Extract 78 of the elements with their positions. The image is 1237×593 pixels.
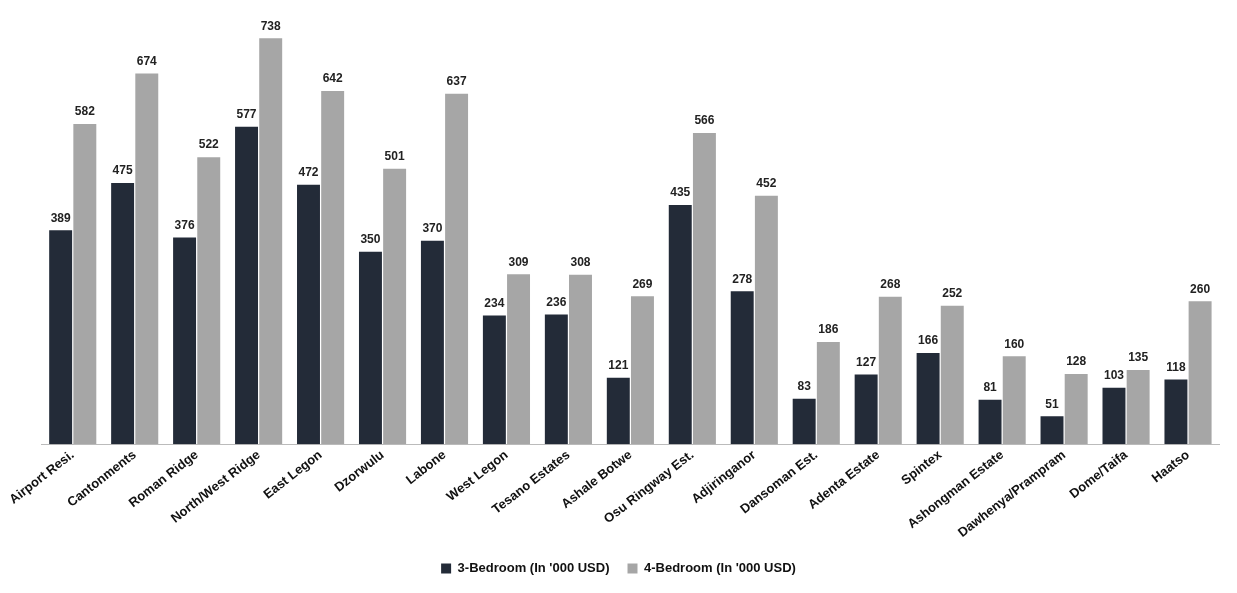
bar (358, 251, 382, 445)
data-label: 160 (1004, 336, 1025, 351)
bar (1064, 373, 1088, 445)
bar (878, 296, 902, 445)
data-label: 674 (136, 53, 158, 68)
bar (816, 341, 840, 445)
legend-label: 4-Bedroom (In '000 USD) (644, 560, 796, 576)
bar (606, 377, 630, 445)
data-label: 308 (570, 255, 591, 270)
bar (1040, 416, 1064, 445)
bar (754, 195, 778, 445)
bar (482, 315, 506, 445)
data-label: 452 (756, 175, 777, 190)
data-label: 186 (818, 322, 839, 337)
data-label: 103 (1103, 367, 1125, 382)
data-label: 370 (422, 221, 443, 236)
bar (730, 291, 754, 445)
data-label: 127 (856, 354, 877, 369)
bar (854, 374, 878, 445)
bar (507, 274, 531, 445)
data-label: 501 (384, 149, 405, 163)
bar (916, 352, 940, 445)
data-label: 83 (797, 378, 812, 393)
data-label: 472 (298, 164, 319, 179)
data-label: 566 (694, 113, 715, 128)
data-label: 121 (608, 358, 629, 373)
data-label: 475 (112, 163, 133, 178)
bar (297, 184, 320, 445)
data-label: 234 (484, 295, 505, 310)
data-label: 269 (632, 276, 653, 291)
bar (792, 398, 816, 445)
data-label: 522 (198, 137, 220, 152)
data-label: 642 (322, 71, 343, 86)
bar (135, 73, 159, 445)
bar (630, 296, 654, 445)
data-label: 128 (1066, 354, 1087, 369)
data-label: 637 (446, 74, 467, 89)
bar (692, 132, 716, 445)
data-label: 577 (236, 107, 257, 122)
bar (235, 126, 259, 445)
bar (49, 230, 73, 445)
bar (383, 168, 407, 445)
bar (668, 204, 692, 445)
bar (1002, 356, 1026, 445)
data-label: 376 (174, 217, 195, 232)
bar (445, 93, 469, 445)
bar (978, 399, 1002, 445)
bar (197, 157, 221, 445)
data-label: 582 (74, 104, 96, 119)
data-label: 166 (918, 333, 939, 348)
data-label: 738 (260, 18, 282, 33)
bar (259, 38, 283, 445)
data-label: 81 (983, 380, 998, 395)
bar (1102, 387, 1126, 445)
data-label: 389 (50, 210, 71, 225)
bar (1164, 379, 1188, 445)
data-label: 350 (360, 232, 381, 247)
data-label: 51 (1045, 396, 1060, 411)
legend-label: 3-Bedroom (In '000 USD) (457, 560, 610, 576)
bar (544, 314, 568, 445)
data-label: 260 (1190, 281, 1211, 296)
bar (940, 305, 964, 445)
data-label: 278 (732, 271, 753, 286)
data-label: 252 (942, 285, 963, 300)
data-label: 135 (1128, 350, 1149, 365)
bar (569, 274, 592, 445)
data-label: 236 (546, 294, 567, 309)
bar (111, 182, 135, 445)
data-label: 309 (508, 254, 529, 269)
bar (1188, 301, 1212, 445)
bar (173, 237, 197, 445)
data-label: 435 (670, 185, 691, 200)
data-label: 118 (1166, 359, 1186, 374)
data-label: 268 (880, 277, 901, 292)
bar (420, 240, 444, 445)
bar (1126, 370, 1150, 445)
bar (321, 91, 345, 445)
bar (73, 124, 97, 445)
